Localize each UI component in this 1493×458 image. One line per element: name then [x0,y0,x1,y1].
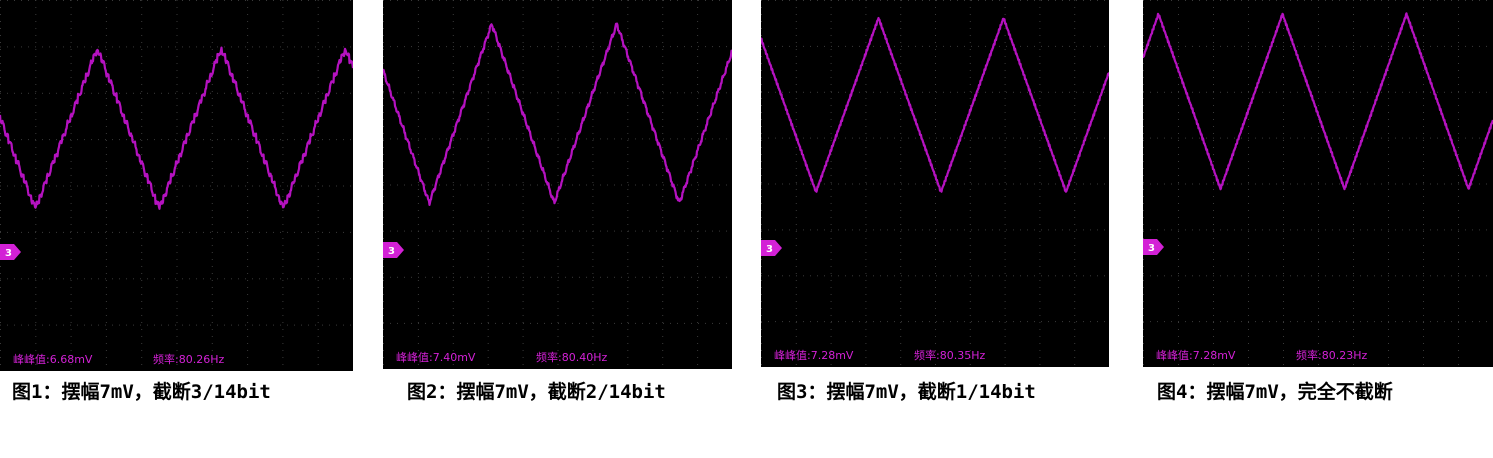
figure-caption: 图4：摆幅7mV，完全不截断 [1157,381,1393,403]
channel-3-label: 3 [388,246,395,257]
waveform-plot: 3 [761,0,1109,365]
frequency-readout: 频率:80.23Hz [1296,349,1368,362]
scope-panel-1: 3 峰峰值:6.68mV 频率:80.26Hz 图1：摆幅7mV，截断3/14b… [0,0,353,458]
frequency-readout: 频率:80.35Hz [914,349,986,362]
peak-to-peak-readout: 峰峰值:7.28mV [774,349,854,362]
waveform-plot: 3 [1143,0,1493,365]
waveform-plot: 3 [0,0,353,365]
waveform-trace [761,16,1109,193]
scope-panel-3: 3 峰峰值:7.28mV 频率:80.35Hz 图3：摆幅7mV，截断1/14b… [761,0,1109,458]
waveform-plot: 3 [383,0,732,365]
scope-screen: 3 峰峰值:7.28mV 频率:80.35Hz [761,0,1109,367]
channel-3-marker[interactable]: 3 [383,242,404,258]
scope-grid [761,0,1105,365]
channel-3-label: 3 [1148,243,1155,254]
channel-3-label: 3 [766,244,773,255]
channel-3-marker[interactable]: 3 [1143,239,1164,255]
figure-caption: 图2：摆幅7mV，截断2/14bit [407,381,666,403]
channel-3-marker[interactable]: 3 [0,244,21,260]
figure-caption: 图3：摆幅7mV，截断1/14bit [777,381,1036,403]
frequency-readout: 频率:80.26Hz [153,353,225,366]
peak-to-peak-readout: 峰峰值:7.40mV [396,351,476,364]
scope-grid [1143,0,1487,365]
peak-to-peak-readout: 峰峰值:6.68mV [13,353,93,366]
waveform-trace [1143,12,1493,191]
scope-screen: 3 峰峰值:7.40mV 频率:80.40Hz [383,0,732,369]
scope-panel-2: 3 峰峰值:7.40mV 频率:80.40Hz 图2：摆幅7mV，截断2/14b… [383,0,732,458]
waveform-trace [383,22,732,206]
figure-caption: 图1：摆幅7mV，截断3/14bit [12,381,271,403]
waveform-trace [0,46,353,210]
frequency-readout: 频率:80.40Hz [536,351,608,364]
channel-3-marker[interactable]: 3 [761,240,782,256]
scope-screen: 3 峰峰值:6.68mV 频率:80.26Hz [0,0,353,371]
peak-to-peak-readout: 峰峰值:7.28mV [1156,349,1236,362]
scope-grid [383,0,727,365]
scope-screen: 3 峰峰值:7.28mV 频率:80.23Hz [1143,0,1493,367]
channel-3-label: 3 [5,248,12,259]
scope-panel-4: 3 峰峰值:7.28mV 频率:80.23Hz 图4：摆幅7mV，完全不截断 [1143,0,1493,458]
scope-grid [0,0,351,365]
